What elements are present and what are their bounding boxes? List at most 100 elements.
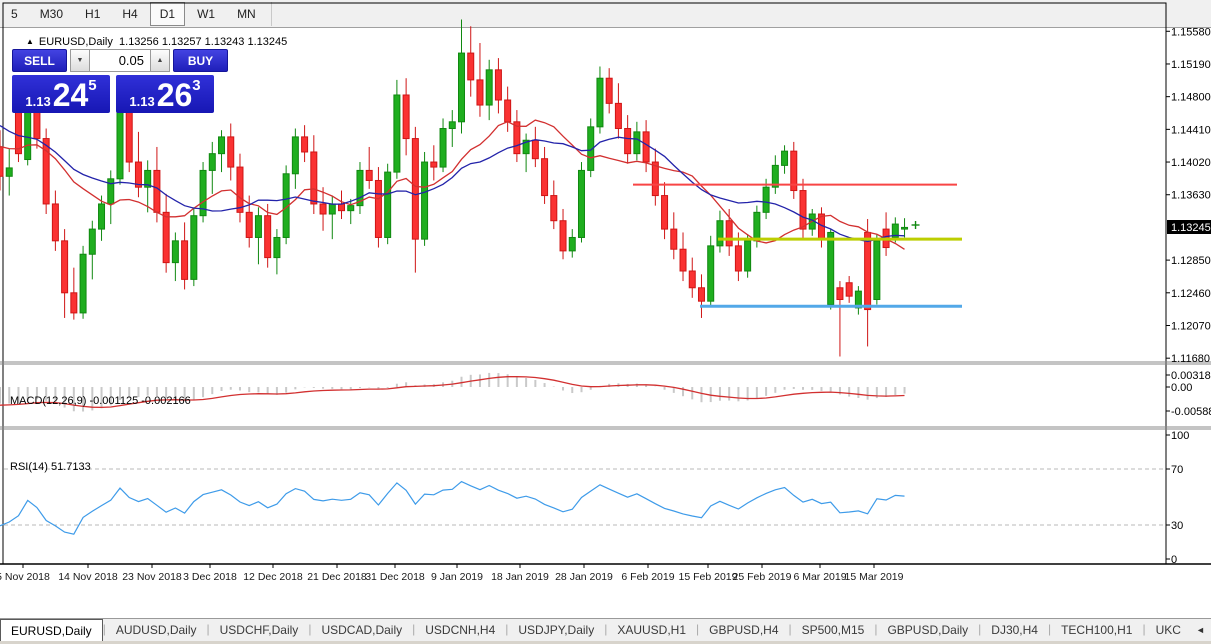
tab-divider: |	[978, 622, 982, 636]
date-axis-label: 15 Mar 2019	[845, 571, 904, 583]
macd-axis-label: 0.00	[1171, 382, 1192, 394]
rsi-axis-label: 100	[1171, 430, 1189, 442]
tab-divider: |	[206, 622, 210, 636]
price-axis-label: 1.12850	[1171, 255, 1211, 267]
buy-price-pips: 26	[156, 77, 193, 113]
current-price-tag	[1167, 220, 1211, 234]
chart-tab-DJ30-H4[interactable]: DJ30,H4	[991, 623, 1038, 637]
date-axis-label: 21 Dec 2018	[307, 571, 367, 583]
chart-tab-UKC[interactable]: UKC	[1155, 623, 1181, 637]
rsi-line	[0, 480, 905, 535]
date-axis: 5 Nov 2018 14 Nov 2018 23 Nov 2018 3 Dec 20…	[0, 564, 904, 583]
buy-price-quote[interactable]: 1.13 26 3	[116, 75, 214, 113]
date-axis-label: 18 Jan 2019	[491, 571, 549, 583]
rsi-indicator-label: RSI(14) 51.7133	[10, 461, 91, 473]
price-axis-label: 1.12070	[1171, 320, 1211, 332]
chart-canvas[interactable]: 1.155801.151901.148001.144101.140201.136…	[0, 0, 1211, 616]
status-strip	[0, 641, 1211, 644]
tab-divider: |	[604, 622, 608, 636]
tab-divider: |	[1047, 622, 1052, 636]
ma-slow-line	[0, 125, 905, 243]
chart-tab-XAUUSD-H1[interactable]: XAUUSD,H1	[617, 623, 687, 637]
macd-indicator-label: MACD(12,26,9) -0.001125 -0.002166	[10, 395, 191, 407]
sell-price-pipette: 5	[88, 77, 97, 94]
date-axis-label: 28 Jan 2019	[555, 571, 613, 583]
volume-increase-button[interactable]: ▲	[150, 49, 170, 72]
tab-divider: |	[308, 622, 312, 636]
spin-up-icon: ▲	[156, 57, 164, 64]
date-axis-label: 23 Nov 2018	[122, 571, 182, 583]
date-axis-label: 9 Jan 2019	[431, 571, 483, 583]
timeframe-buttons: 5 M30 H1 H4 D1 W1 MN	[0, 1, 276, 26]
chart-tab-GBPUSD-Daily[interactable]: GBPUSD,Daily	[887, 623, 969, 637]
sell-price-pips: 24	[52, 77, 89, 113]
price-axis-label: 1.15580	[1171, 26, 1211, 38]
volume-input[interactable]	[90, 49, 150, 72]
tab-divider: |	[1142, 622, 1146, 636]
price-axis-label: 1.13630	[1171, 190, 1211, 202]
chart-title: ▲ EURUSD,Daily 1.13256 1.13257 1.13243 1.…	[26, 36, 287, 48]
chart-tab-TECH100-H1[interactable]: TECH100,H1	[1061, 623, 1133, 637]
one-click-trade-panel: SELL ▼ ▲ BUY 1.13 24 5 1.13 26 3	[12, 49, 228, 113]
candlesticks	[0, 19, 909, 357]
chart-tab-EURUSD-Daily[interactable]: EURUSD,Daily	[0, 619, 103, 641]
timeframe-button-W1[interactable]: W1	[197, 6, 216, 21]
tab-divider: |	[102, 622, 106, 636]
timeframe-button-MN[interactable]: MN	[237, 6, 256, 21]
date-axis-label: 6 Mar 2019	[793, 571, 846, 583]
tab-scroll-left-icon[interactable]: ◄	[1195, 625, 1205, 635]
timeframe-toolbar: 5 M30 H1 H4 D1 W1 MN	[0, 0, 1211, 28]
macd-histogram	[0, 372, 906, 412]
date-axis-label: 6 Feb 2019	[621, 571, 674, 583]
chart-tab-USDCHF-Daily[interactable]: USDCHF,Daily	[219, 623, 299, 637]
chart-tab-USDJPY-Daily[interactable]: USDJPY,Daily	[518, 623, 595, 637]
chart-tab-USDCAD-Daily[interactable]: USDCAD,Daily	[321, 623, 403, 637]
price-axis-label: 1.11680	[1171, 353, 1210, 365]
chart-tab-GBPUSD-H4[interactable]: GBPUSD,H4	[709, 623, 779, 637]
buy-price-base: 1.13	[129, 94, 155, 109]
spin-down-icon: ▼	[76, 57, 84, 64]
price-axis-label: 1.14020	[1171, 157, 1211, 169]
rsi-axis-label: 0	[1171, 554, 1177, 566]
tab-divider: |	[874, 622, 878, 636]
date-axis-label: 15 Feb 2019	[679, 571, 738, 583]
buy-price-pipette: 3	[192, 77, 201, 94]
date-axis-label: 31 Dec 2018	[365, 571, 425, 583]
volume-decrease-button[interactable]: ▼	[70, 49, 90, 72]
rsi-axis-label: 30	[1171, 520, 1183, 532]
date-axis-label: 12 Dec 2018	[243, 571, 303, 583]
symbol-tab-bar: EURUSD,Daily | AUDUSD,Daily | USDCHF,Daily | U…	[0, 618, 1211, 641]
date-axis-label: 3 Dec 2018	[183, 571, 237, 583]
chart-ohlc-quotes: 1.13256 1.13257 1.13243 1.13245	[119, 36, 288, 48]
price-axis: 1.15580 1.15190 1.14800 1.14410 1.14020 1.136…	[1166, 26, 1211, 566]
date-axis-label: 14 Nov 2018	[58, 571, 118, 583]
price-axis-label: 1.15190	[1171, 59, 1211, 71]
tab-divider: |	[788, 622, 792, 636]
macd-signal-line	[0, 376, 905, 409]
timeframe-button-H4[interactable]: H4	[122, 6, 138, 21]
chart-tab-USDCNH-H4[interactable]: USDCNH,H4	[425, 623, 496, 637]
sell-button[interactable]: SELL	[12, 49, 67, 72]
macd-axis-label: 0.003188	[1171, 370, 1211, 382]
tab-divider: |	[696, 622, 700, 636]
price-axis-label: 1.14800	[1171, 92, 1211, 104]
tab-divider: |	[505, 622, 509, 636]
sell-price-quote[interactable]: 1.13 24 5	[12, 75, 110, 113]
timeframe-button-M30[interactable]: M30	[39, 6, 64, 21]
symbol-tabs: EURUSD,Daily | AUDUSD,Daily | USDCHF,Daily | U…	[0, 619, 1191, 641]
timeframe-button-5[interactable]: 5	[11, 6, 18, 21]
timeframe-button-D1[interactable]: D1	[149, 1, 186, 26]
date-axis-label: 25 Feb 2019	[733, 571, 792, 583]
tab-scroll-arrows: ◄ ►	[1191, 619, 1211, 641]
sell-price-base: 1.13	[25, 94, 51, 109]
collapse-arrow-icon[interactable]: ▲	[26, 37, 34, 46]
chart-tab-AUDUSD-Daily[interactable]: AUDUSD,Daily	[115, 623, 197, 637]
current-price-value: 1.13245	[1171, 222, 1211, 234]
price-axis-label: 1.14410	[1171, 124, 1211, 136]
buy-button[interactable]: BUY	[173, 49, 228, 72]
chart-symbol-period: EURUSD,Daily	[38, 36, 113, 48]
timeframe-button-H1[interactable]: H1	[85, 6, 101, 21]
toolbar-separator	[270, 1, 272, 26]
chart-tab-SP500-M15[interactable]: SP500,M15	[801, 623, 865, 637]
